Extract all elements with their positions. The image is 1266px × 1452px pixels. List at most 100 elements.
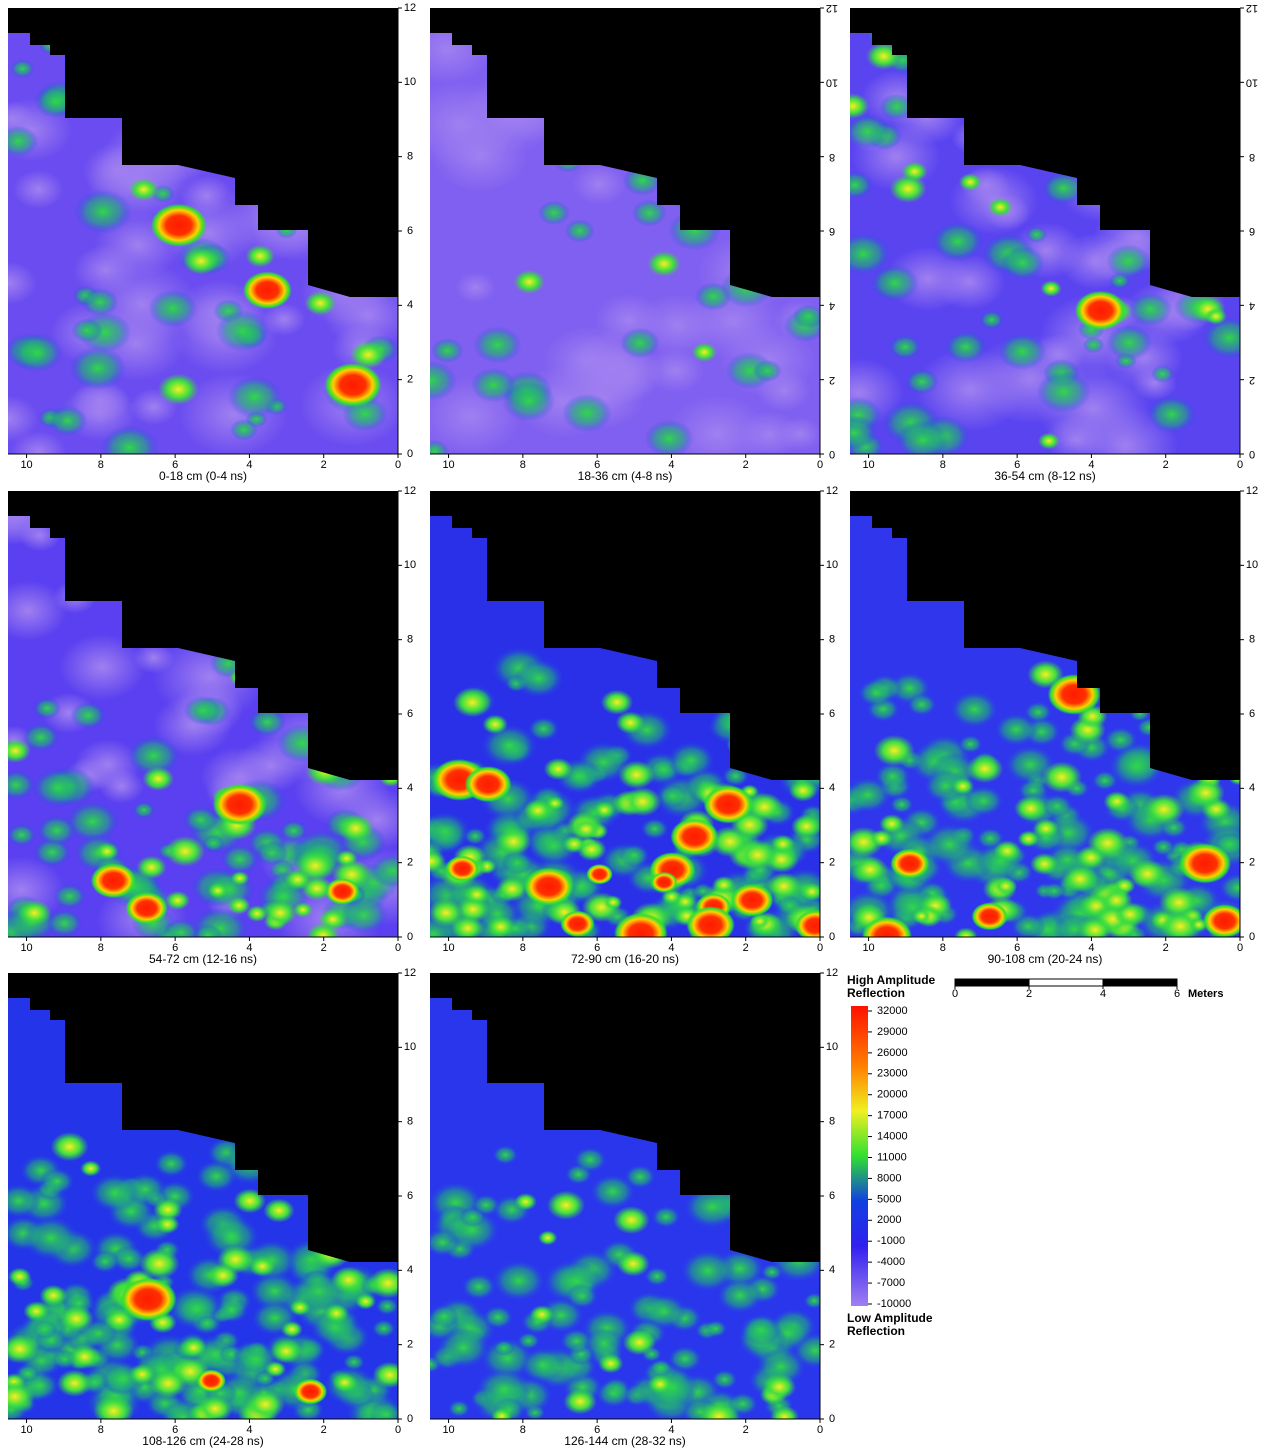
amplitude-blob	[221, 845, 259, 874]
x-tick-label: 2	[743, 459, 749, 471]
y-tick-label: 0	[407, 448, 413, 460]
amplitude-blob	[1100, 888, 1133, 913]
amplitude-blob	[183, 806, 218, 833]
amplitude-blob	[51, 1132, 89, 1161]
amplitude-blob	[165, 891, 190, 910]
amplitude-blob	[670, 818, 718, 855]
amplitude-blob	[514, 270, 545, 294]
amplitude-blob	[547, 1191, 585, 1220]
amplitude-blob	[332, 1373, 357, 1392]
amplitude-blob	[184, 696, 222, 725]
amplitude-blob	[1041, 761, 1082, 792]
amplitude-blob	[163, 919, 200, 947]
amplitude-blob	[208, 883, 228, 899]
amplitude-blob	[1041, 280, 1062, 296]
amplitude-blob	[932, 222, 983, 261]
legend-tick-label: -10000	[877, 1298, 911, 1310]
amplitude-blob	[431, 338, 463, 363]
amplitude-blob	[40, 1168, 75, 1195]
legend-tick-label: 26000	[877, 1047, 908, 1059]
amplitude-blob	[230, 419, 258, 440]
amplitude-blob	[1187, 778, 1225, 807]
amplitude-blob	[644, 1267, 669, 1286]
amplitude-blob	[1159, 887, 1199, 918]
x-tick-label: 10	[442, 459, 454, 471]
amplitude-blob	[82, 288, 118, 316]
amplitude-blob	[845, 777, 891, 813]
amplitude-blob	[445, 856, 479, 882]
amplitude-map	[814, 0, 1266, 486]
amplitude-map	[832, 491, 1257, 955]
amplitude-blob	[686, 906, 735, 943]
amplitude-blob	[753, 360, 781, 382]
amplitude-blob	[770, 1406, 799, 1428]
y-tick-label: 12	[1246, 485, 1258, 497]
y-tick-label: 4	[407, 782, 413, 794]
y-tick-label: 2	[407, 857, 413, 869]
y-tick-label: 8	[829, 634, 835, 646]
amplitude-blob	[1030, 853, 1059, 875]
amplitude-blob	[1106, 325, 1152, 360]
amplitude-blob	[614, 913, 668, 954]
amplitude-blob	[149, 1369, 187, 1398]
amplitude-blob	[563, 1389, 596, 1415]
amplitude-blob	[436, 1327, 489, 1368]
x-tick-label: 0	[395, 1424, 401, 1436]
amplitude-blob	[492, 1260, 545, 1301]
amplitude-blob	[294, 1379, 327, 1405]
amplitude-map	[0, 973, 420, 1435]
x-tick-label: 10	[20, 459, 32, 471]
amplitude-blob	[889, 335, 921, 360]
amplitude-blob	[11, 60, 35, 78]
y-tick-label: 6	[1249, 708, 1255, 720]
y-tick-label: 10	[826, 559, 838, 571]
amplitude-blob	[514, 1193, 536, 1210]
amplitude-blob	[1018, 830, 1040, 847]
amplitude-blob	[649, 1359, 672, 1377]
amplitude-blob	[496, 876, 529, 901]
amplitude-blob	[613, 1206, 650, 1234]
amplitude-blob	[13, 170, 64, 209]
figure: 10864200246810120-18 cm (0-4 ns)10864200…	[0, 0, 1266, 1452]
amplitude-blob	[202, 835, 224, 852]
amplitude-blob	[213, 784, 267, 826]
amplitude-blob	[641, 818, 669, 840]
amplitude-blob	[142, 767, 174, 791]
amplitude-blob	[71, 318, 102, 342]
amplitude-blob	[617, 1251, 650, 1277]
y-tick-label: 2	[1249, 857, 1255, 869]
y-tick-label: 4	[1249, 782, 1255, 794]
amplitude-map	[0, 467, 437, 959]
amplitude-blob	[464, 885, 490, 905]
amplitude-blob	[1014, 796, 1047, 821]
amplitude-blob	[995, 713, 1038, 746]
amplitude-blob	[419, 812, 470, 851]
amplitude-blob	[1087, 827, 1128, 859]
amplitude-blob	[133, 802, 155, 819]
amplitude-blob	[197, 1369, 226, 1392]
amplitude-blob	[428, 899, 464, 927]
amplitude-blob	[692, 342, 717, 361]
x-tick-label: 10	[20, 942, 32, 954]
amplitude-blob	[874, 735, 915, 766]
panel-caption: 72-90 cm (16-20 ns)	[571, 952, 679, 966]
amplitude-blob	[994, 877, 1017, 895]
amplitude-blob	[623, 787, 661, 816]
x-tick-label: 4	[246, 459, 252, 471]
amplitude-blob	[57, 1370, 92, 1397]
amplitude-blob	[791, 814, 822, 838]
y-tick-label: 8	[407, 634, 413, 646]
legend-tick-label: 8000	[877, 1172, 901, 1184]
amplitude-blob	[355, 1293, 376, 1309]
legend-tick-label: 29000	[877, 1026, 908, 1038]
amplitude-blob	[565, 219, 595, 242]
amplitude-blob	[74, 190, 131, 234]
amplitude-blob	[1038, 433, 1060, 450]
x-tick-label: 8	[98, 459, 104, 471]
legend-tick-label: 11000	[877, 1151, 907, 1163]
amplitude-blob	[1109, 273, 1130, 289]
amplitude-blob	[1143, 794, 1184, 826]
amplitude-blob	[905, 369, 938, 394]
amplitude-blob	[1179, 843, 1231, 883]
x-tick-label: 10	[20, 1424, 32, 1436]
